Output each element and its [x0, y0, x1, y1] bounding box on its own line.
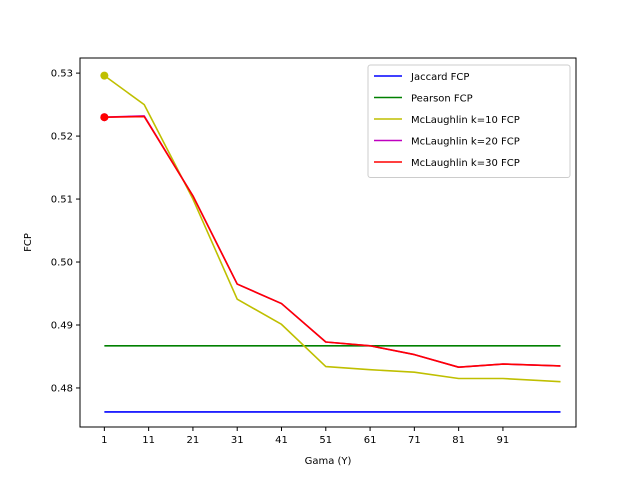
legend-box	[367, 64, 571, 178]
y-axis-label: FCP	[23, 233, 34, 252]
y-axis: 0.48 0.49 0.50 0.51 0.52 0.53	[51, 69, 80, 394]
x-tick-label: 31	[231, 435, 244, 446]
x-tick-label: 11	[142, 435, 155, 446]
legend-entry: Jaccard FCP	[410, 72, 469, 83]
series-point-mclaughlin-k-30-fcp	[100, 113, 109, 122]
x-tick-label: 91	[497, 435, 510, 446]
plot-area	[100, 71, 561, 413]
legend-entry: McLaughlin k=10 FCP	[411, 115, 520, 126]
x-tick-label: 21	[187, 435, 200, 446]
x-tick-label: 1	[101, 435, 107, 446]
legend: Jaccard FCP Pearson FCP McLaughlin k=10 FC…	[367, 64, 571, 178]
series-point-mclaughlin-k-10-fcp	[100, 71, 109, 80]
legend-entry: McLaughlin k=30 FCP	[411, 158, 520, 169]
x-tick-label: 51	[319, 435, 332, 446]
series-line-mclaughlin-k-30-fcp	[104, 115, 561, 368]
y-tick-label: 0.52	[51, 132, 73, 143]
legend-entry: McLaughlin k=20 FCP	[411, 137, 520, 148]
y-tick-label: 0.51	[51, 195, 73, 206]
x-tick-label: 61	[364, 435, 377, 446]
x-tick-label: 41	[275, 435, 288, 446]
x-axis-label: Gama (Y)	[305, 456, 352, 467]
y-tick-label: 0.49	[51, 320, 73, 331]
x-tick-label: 71	[408, 435, 421, 446]
series-line-mclaughlin-k-10-fcp	[103, 74, 561, 383]
x-tick-label: 81	[452, 435, 465, 446]
x-axis: 1 11 21 31 41 51 61 71 81 91	[101, 427, 509, 446]
axes-frame	[79, 57, 577, 428]
legend-entry: Pearson FCP	[411, 94, 473, 105]
y-tick-label: 0.50	[51, 258, 73, 269]
y-tick-label: 0.48	[51, 383, 73, 394]
y-tick-label: 0.53	[51, 69, 73, 80]
